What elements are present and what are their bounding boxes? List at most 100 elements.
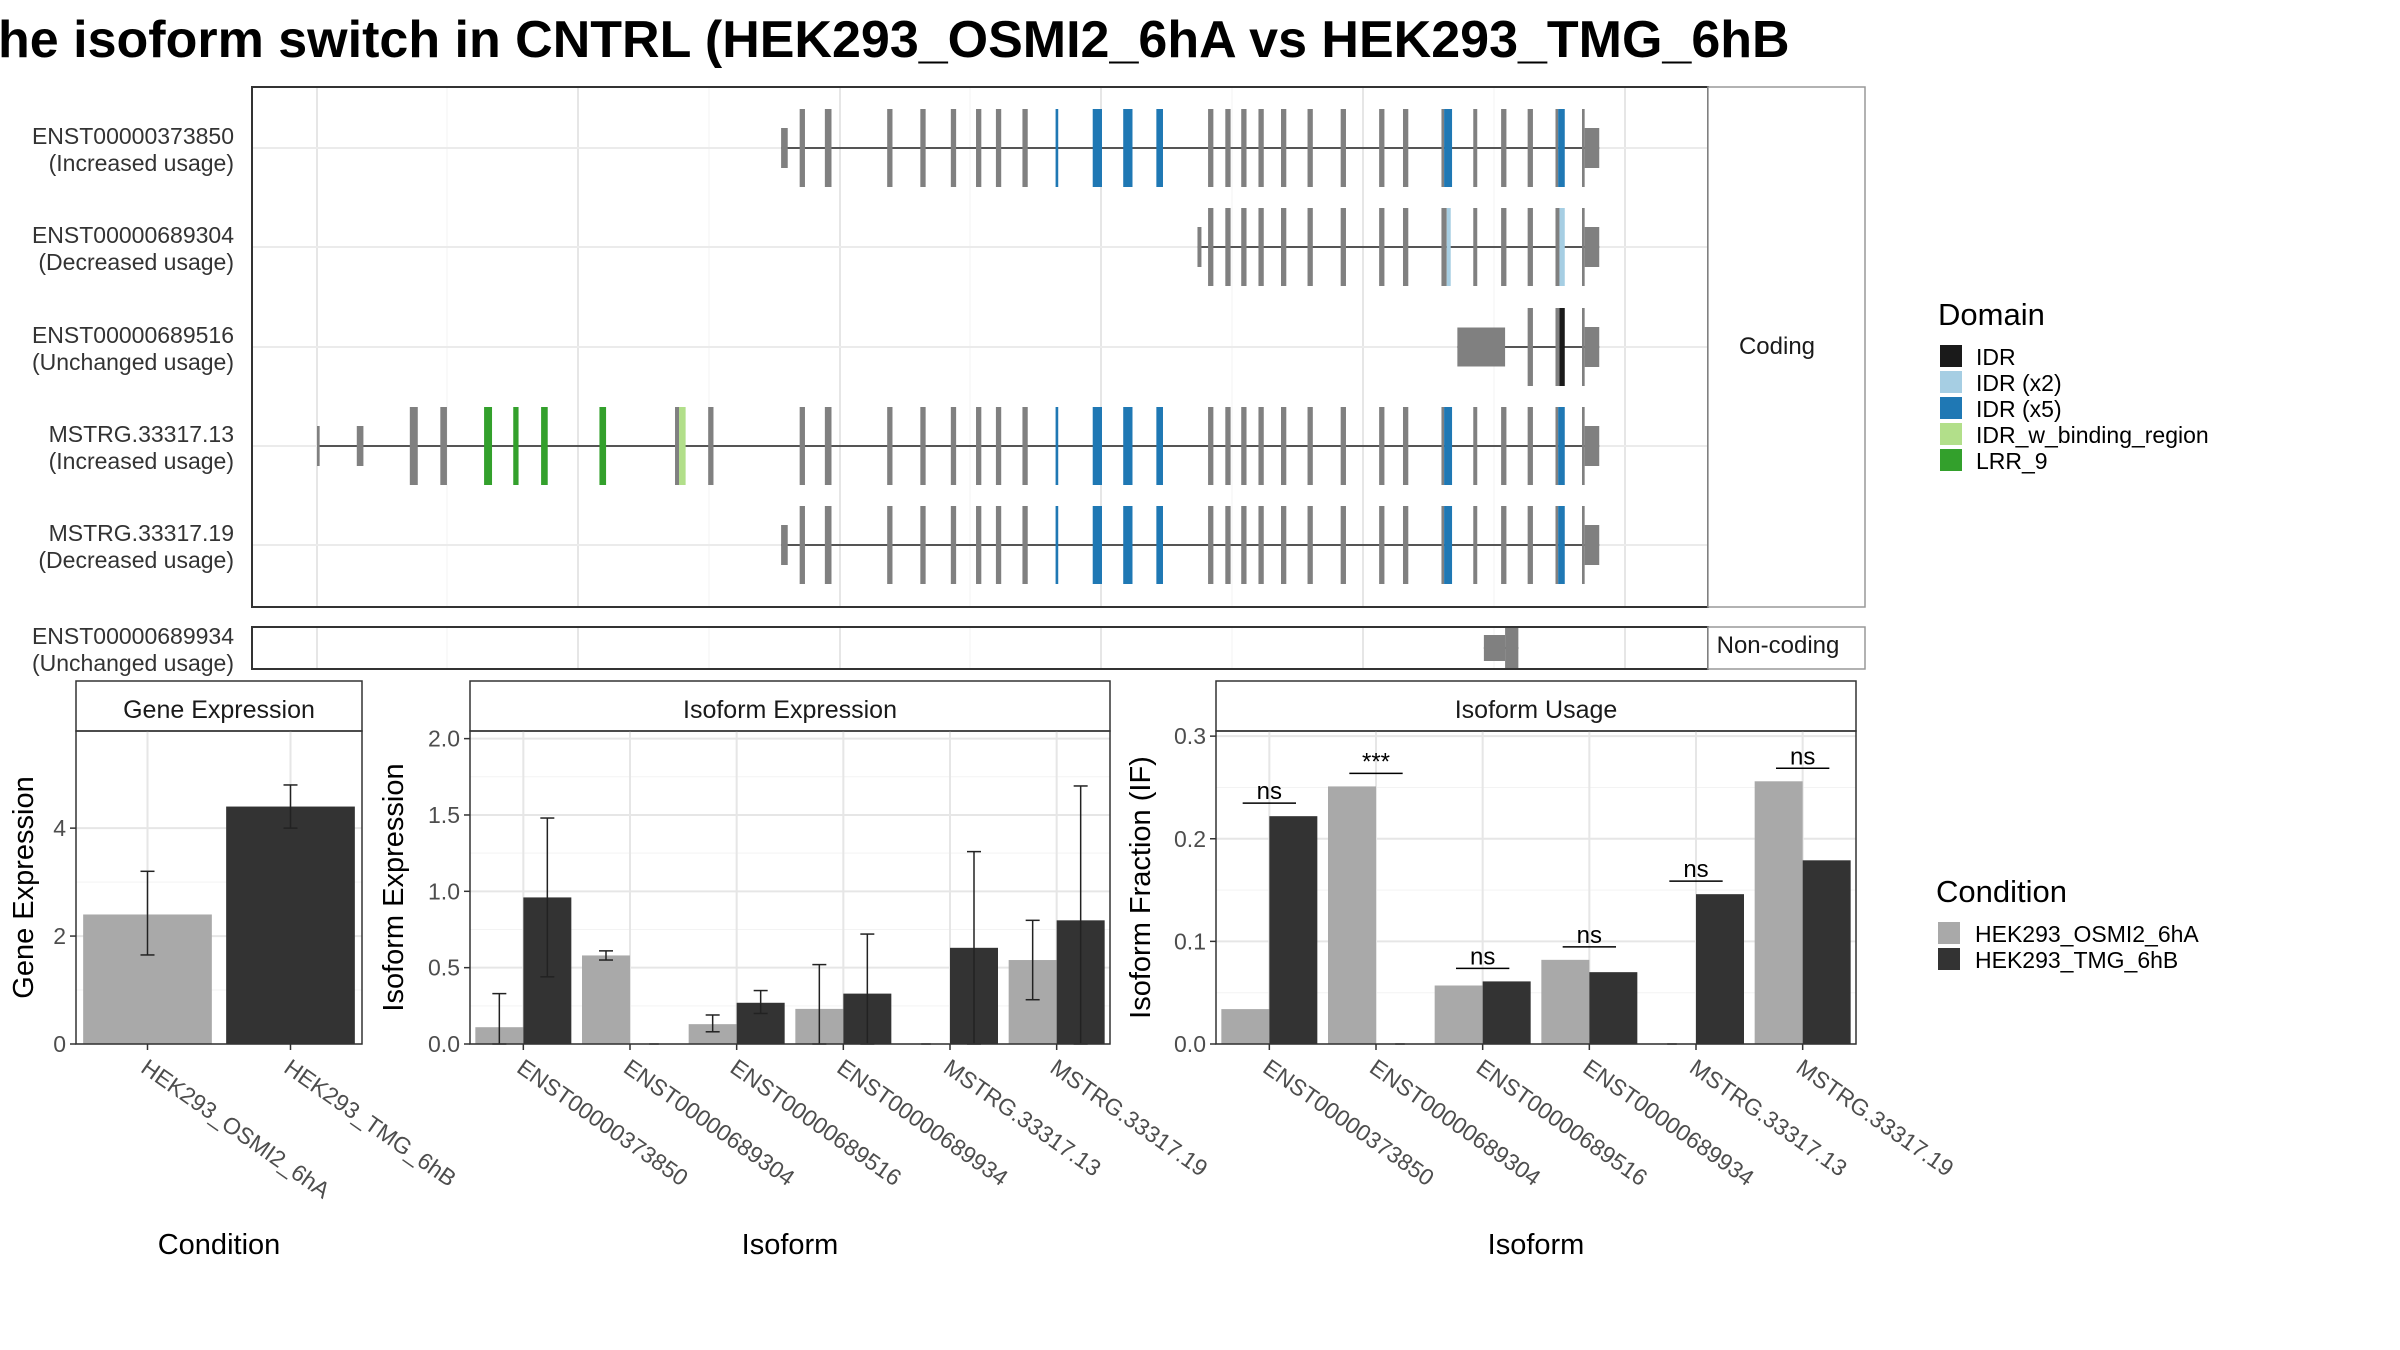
exon <box>317 426 320 466</box>
exon <box>799 506 805 584</box>
exon <box>708 407 714 485</box>
condition-legend-label: HEK293_TMG_6hB <box>1975 947 2178 973</box>
domain-exon <box>1123 407 1133 485</box>
exon <box>1402 407 1409 485</box>
domain-legend-swatch <box>1940 449 1962 471</box>
y-tick-label: 1.5 <box>428 802 460 828</box>
exon <box>1379 506 1385 584</box>
exon <box>1441 407 1445 485</box>
figure-title: he isoform switch in CNTRL (HEK293_OSMI2… <box>0 11 1790 69</box>
exon <box>1584 525 1600 565</box>
x-tick-label: ENST00000689304 <box>1365 1054 1546 1191</box>
exon <box>1241 208 1247 286</box>
significance-label: *** <box>1362 748 1390 775</box>
exon <box>920 407 926 485</box>
x-tick-label: ENST00000373850 <box>1258 1054 1438 1191</box>
domain-exon <box>599 407 607 485</box>
exon <box>995 109 1002 187</box>
exon <box>1555 109 1559 187</box>
bar <box>1754 781 1803 1044</box>
domain-exon <box>1156 407 1163 485</box>
exon <box>1483 635 1506 661</box>
exon <box>1022 407 1028 485</box>
exon <box>1379 109 1385 187</box>
exon <box>1307 208 1313 286</box>
exon <box>950 407 957 485</box>
panel-title: Isoform Expression <box>683 696 897 724</box>
domain-legend-label: IDR (x5) <box>1976 396 2062 422</box>
exon <box>781 128 788 168</box>
bar <box>1269 816 1318 1044</box>
exon <box>976 109 982 187</box>
exon <box>1473 407 1478 485</box>
exon <box>1208 109 1214 187</box>
domain-legend-label: IDR (x2) <box>1976 370 2062 396</box>
domain-legend-swatch <box>1940 371 1962 393</box>
x-axis-label: Condition <box>158 1229 281 1261</box>
exon <box>887 506 893 584</box>
x-tick-label: ENST00000689304 <box>619 1054 800 1191</box>
exon <box>1501 109 1507 187</box>
exon <box>1225 407 1231 485</box>
exon <box>995 407 1002 485</box>
exon <box>1527 208 1533 286</box>
domain-exon <box>484 407 493 485</box>
domain-exon <box>1558 109 1565 187</box>
exon <box>1241 506 1247 584</box>
exon <box>1501 407 1507 485</box>
domain-exon <box>1156 109 1163 187</box>
domain-exon <box>1092 109 1102 187</box>
transcript-id-label: MSTRG.33317.19 <box>49 520 234 546</box>
domain-exon <box>1444 407 1453 485</box>
y-tick-label: 4 <box>53 815 66 841</box>
exon <box>1527 407 1533 485</box>
exon <box>440 407 447 485</box>
exon <box>1258 506 1264 584</box>
exon <box>1281 208 1287 286</box>
exon <box>409 407 418 485</box>
exon <box>1402 506 1409 584</box>
significance-label: ns <box>1790 743 1815 770</box>
exon <box>1340 208 1346 286</box>
domain-exon <box>1055 109 1059 187</box>
exon <box>1208 506 1214 584</box>
bar <box>1221 1009 1270 1044</box>
exon <box>1527 109 1533 187</box>
bar <box>1328 786 1376 1044</box>
exon <box>1582 506 1585 584</box>
y-tick-label: 0 <box>53 1031 66 1057</box>
domain-legend-title: Domain <box>1938 297 2045 332</box>
exon <box>920 109 926 187</box>
bar <box>1802 860 1851 1044</box>
exon <box>1340 109 1346 187</box>
domain-exon <box>541 407 548 485</box>
bar <box>1434 985 1483 1044</box>
significance-label: ns <box>1470 943 1495 970</box>
domain-exon <box>1092 506 1102 584</box>
y-tick-label: 0.0 <box>1174 1031 1206 1057</box>
exon <box>1582 109 1585 187</box>
bar <box>226 806 355 1044</box>
exon <box>1022 109 1028 187</box>
panel-border <box>75 730 363 1045</box>
exon <box>1281 407 1287 485</box>
exon <box>1340 407 1346 485</box>
coding-structure-panel: ENST00000373850(Increased usage)ENST0000… <box>32 86 1866 608</box>
noncoding-facet-label: Non-coding <box>1717 632 1840 659</box>
significance-label: ns <box>1577 922 1602 949</box>
exon <box>976 407 982 485</box>
exon <box>1441 506 1445 584</box>
exon <box>1473 208 1478 286</box>
exon <box>1501 208 1507 286</box>
domain-legend-label: LRR_9 <box>1976 448 2048 474</box>
transcript-status-label: (Increased usage) <box>49 150 234 176</box>
panel-border <box>469 730 1111 1045</box>
exon <box>1379 208 1385 286</box>
bar <box>1541 959 1590 1044</box>
exon <box>1241 109 1247 187</box>
noncoding-structure-panel: ENST00000689934(Unchanged usage) <box>32 623 1866 676</box>
transcript-id-label: ENST00000689934 <box>32 623 234 649</box>
domain-legend-label: IDR_w_binding_region <box>1976 422 2209 448</box>
exon <box>1225 208 1231 286</box>
